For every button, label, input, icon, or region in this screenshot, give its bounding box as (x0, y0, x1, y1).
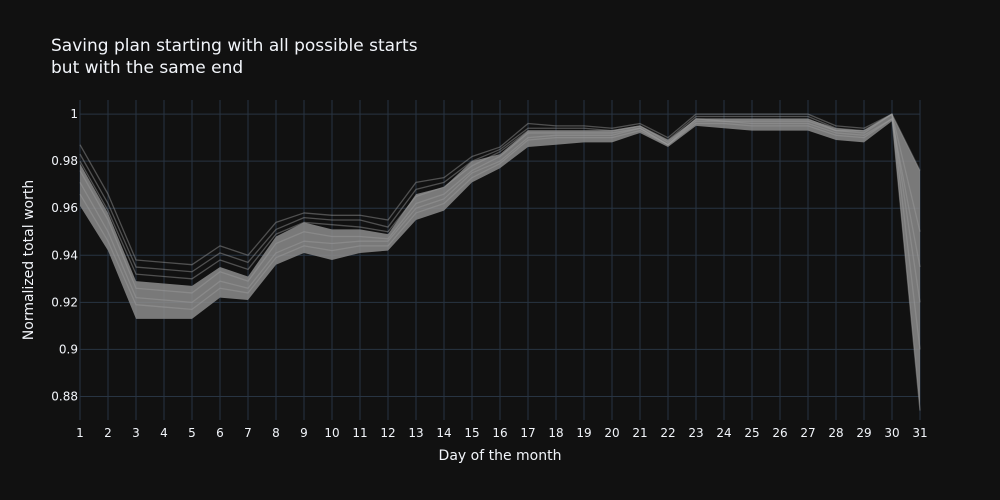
x-tick-label: 17 (520, 426, 535, 440)
x-tick-label: 4 (160, 426, 168, 440)
x-tick-label: 8 (272, 426, 280, 440)
y-tick-label: 0.96 (51, 201, 78, 215)
x-tick-label: 3 (132, 426, 140, 440)
tick-layer: 1 2 3 4 5 6 7 8 9 10 11 12 13 14 15 16 17 18 19 20 21 22 23 24 2… (51, 107, 927, 440)
series-line (79, 118, 921, 411)
x-tick-label: 22 (660, 426, 675, 440)
series-line (79, 113, 921, 350)
x-tick-label: 26 (772, 426, 787, 440)
x-tick-label: 29 (856, 426, 871, 440)
series-line (79, 113, 921, 266)
x-tick-label: 5 (188, 426, 196, 440)
y-tick-label: 1 (70, 107, 78, 121)
x-tick-label: 9 (300, 426, 308, 440)
x-tick-label: 24 (716, 426, 731, 440)
x-tick-label: 11 (352, 426, 367, 440)
y-tick-label: 0.88 (51, 389, 78, 403)
chart-title-line-2: but with the same end (51, 58, 244, 78)
x-tick-label: 1 (76, 426, 84, 440)
x-tick-label: 31 (912, 426, 927, 440)
series-line (79, 113, 921, 303)
y-tick-label: 0.9 (59, 342, 78, 356)
x-tick-label: 21 (632, 426, 647, 440)
x-tick-label: 14 (436, 426, 451, 440)
chart-title-line-1: Saving plan starting with all possible s… (51, 36, 418, 56)
x-tick-label: 15 (464, 426, 479, 440)
x-tick-label: 10 (324, 426, 339, 440)
x-tick-label: 6 (216, 426, 224, 440)
x-tick-label: 16 (492, 426, 507, 440)
y-tick-label: 0.94 (51, 248, 78, 262)
series-line (79, 118, 921, 311)
series-line (79, 113, 921, 273)
x-tick-label: 20 (604, 426, 619, 440)
x-tick-label: 13 (408, 426, 423, 440)
grid-layer (79, 100, 921, 420)
x-tick-label: 27 (800, 426, 815, 440)
x-tick-label: 25 (744, 426, 759, 440)
x-tick-label: 30 (884, 426, 899, 440)
x-tick-label: 18 (548, 426, 563, 440)
x-tick-label: 12 (380, 426, 395, 440)
series-layer (79, 113, 921, 411)
x-tick-label: 28 (828, 426, 843, 440)
x-tick-label: 7 (244, 426, 252, 440)
x-axis-title: Day of the month (439, 448, 562, 464)
x-tick-label: 2 (104, 426, 112, 440)
y-axis-title: Normalized total worth (21, 180, 37, 340)
y-tick-label: 0.92 (51, 295, 78, 309)
x-tick-label: 19 (576, 426, 591, 440)
x-tick-label: 23 (688, 426, 703, 440)
y-tick-label: 0.98 (51, 154, 78, 168)
